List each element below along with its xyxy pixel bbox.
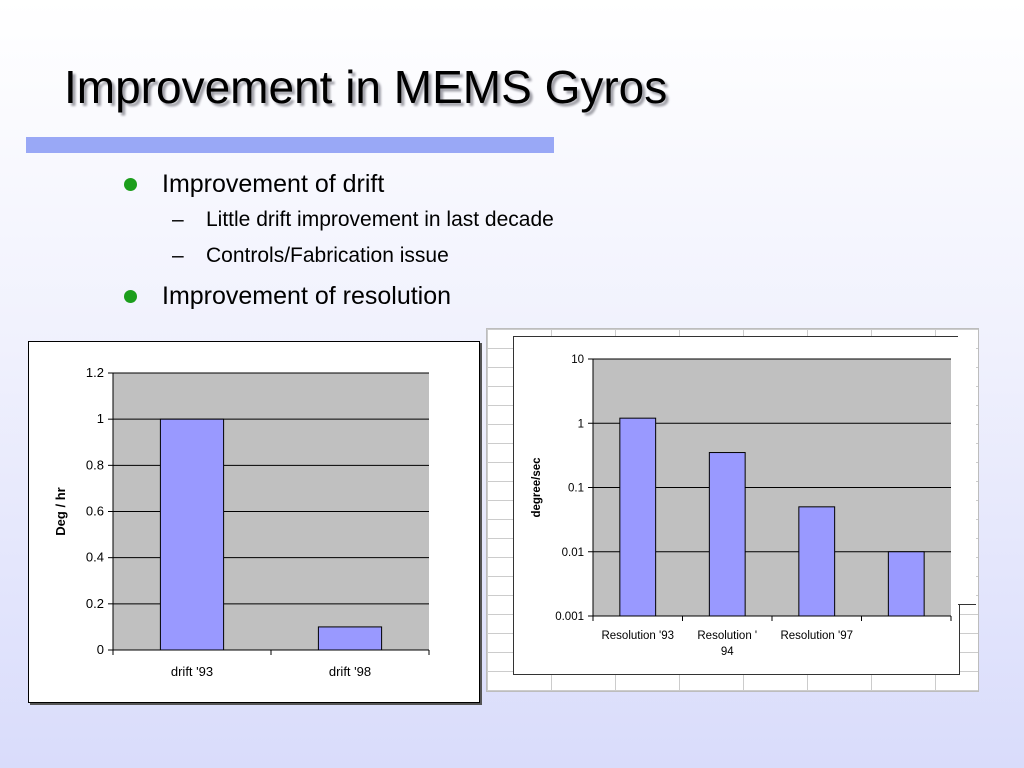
- y-tick-label: 1.2: [86, 365, 104, 380]
- x-category-label: Resolution '93: [601, 630, 674, 642]
- y-tick-label: 0.001: [555, 611, 584, 623]
- y-tick-label: 1: [578, 418, 584, 430]
- bar: [619, 417, 657, 617]
- y-tick-label: 0.1: [568, 483, 584, 495]
- x-category-label: Resolution '97: [780, 630, 853, 642]
- sub-bullet-text: Controls/Fabrication issue: [206, 244, 449, 267]
- sub-bullet-item: – Controls/Fabrication issue: [172, 240, 554, 276]
- y-tick-label: 10: [571, 354, 584, 366]
- sub-bullet-text: Little drift improvement in last decade: [206, 208, 554, 231]
- y-tick-label: 0.01: [562, 547, 584, 559]
- y-tick-label: 0.6: [86, 504, 104, 519]
- x-category-label: drift '98: [329, 664, 371, 679]
- bar: [159, 418, 225, 651]
- bar: [708, 452, 746, 617]
- sub-bullet-item: – Little drift improvement in last decad…: [172, 204, 554, 240]
- slide-title: Improvement in MEMS Gyros: [64, 61, 668, 113]
- y-tick-label: 0.4: [86, 550, 104, 565]
- x-category-label: Resolution ': [697, 630, 757, 642]
- bar: [798, 506, 836, 617]
- y-axis-label: degree/sec: [531, 457, 543, 518]
- bullet-text: Improvement of drift: [162, 170, 385, 198]
- y-tick-label: 0.8: [86, 457, 104, 472]
- drift-chart-frame[interactable]: 0 0.2 0.4 0.6 0.8 1 1.2 drift '93 drift '98 Deg /…: [28, 341, 480, 703]
- x-category-label: drift '93: [171, 664, 213, 679]
- bullet-item: Improvement of resolution: [124, 280, 554, 316]
- y-tick-label: 0.2: [86, 596, 104, 611]
- resolution-chart-frame[interactable]: 0.001 0.01 0.1 1 10 Resolution '93 Resolution …: [513, 336, 960, 675]
- bullet-list: Improvement of drift – Little drift impr…: [124, 168, 554, 316]
- y-axis-label: Deg / hr: [53, 487, 68, 535]
- resolution-chart: 0.001 0.01 0.1 1 10 Resolution '93 Resolution …: [531, 354, 952, 658]
- bar: [887, 551, 925, 617]
- drift-chart: 0 0.2 0.4 0.6 0.8 1 1.2 drift '93 drift '98 Deg /…: [53, 365, 430, 679]
- bullet-text: Improvement of resolution: [162, 282, 452, 310]
- dash-icon: –: [172, 244, 184, 267]
- y-tick-label: 1: [97, 411, 104, 426]
- bar: [317, 626, 383, 651]
- chart-side-strip: [958, 336, 976, 605]
- bullet-dot-icon: [124, 290, 137, 303]
- title-underline-bar: [26, 137, 554, 153]
- bullet-item: Improvement of drift: [124, 168, 554, 204]
- x-category-label: 94: [721, 646, 734, 658]
- y-tick-label: 0: [97, 642, 104, 657]
- bullet-dot-icon: [124, 178, 137, 191]
- dash-icon: –: [172, 208, 184, 231]
